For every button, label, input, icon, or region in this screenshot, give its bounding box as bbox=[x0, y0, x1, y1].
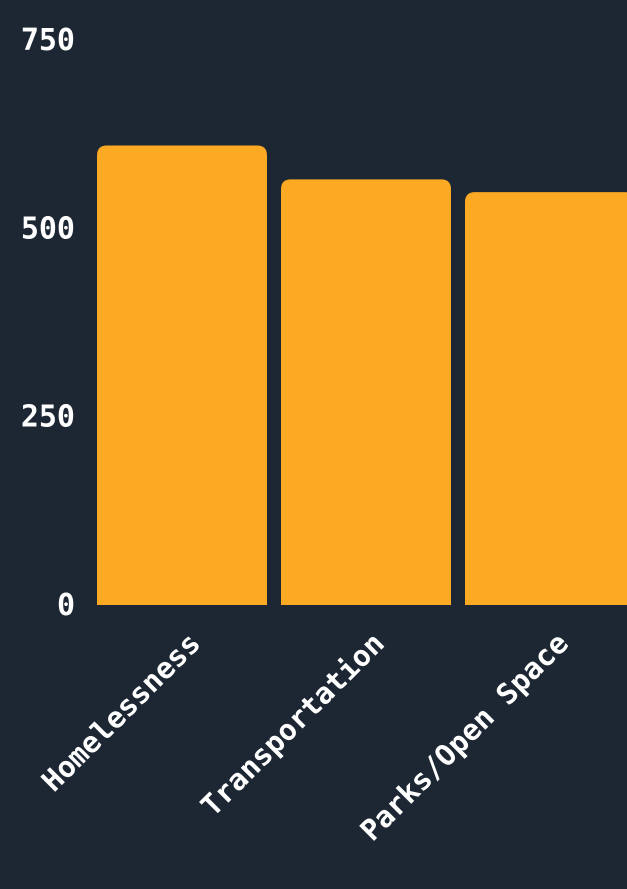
y-tick-label: 0 bbox=[57, 588, 75, 623]
bars bbox=[97, 145, 627, 605]
bar bbox=[97, 145, 267, 605]
bar bbox=[281, 179, 451, 605]
y-axis: 0 250 500 750 bbox=[21, 23, 75, 623]
bar bbox=[465, 192, 627, 605]
y-tick-label: 500 bbox=[21, 211, 75, 246]
y-tick-label: 250 bbox=[21, 400, 75, 435]
y-tick-label: 750 bbox=[21, 23, 75, 58]
